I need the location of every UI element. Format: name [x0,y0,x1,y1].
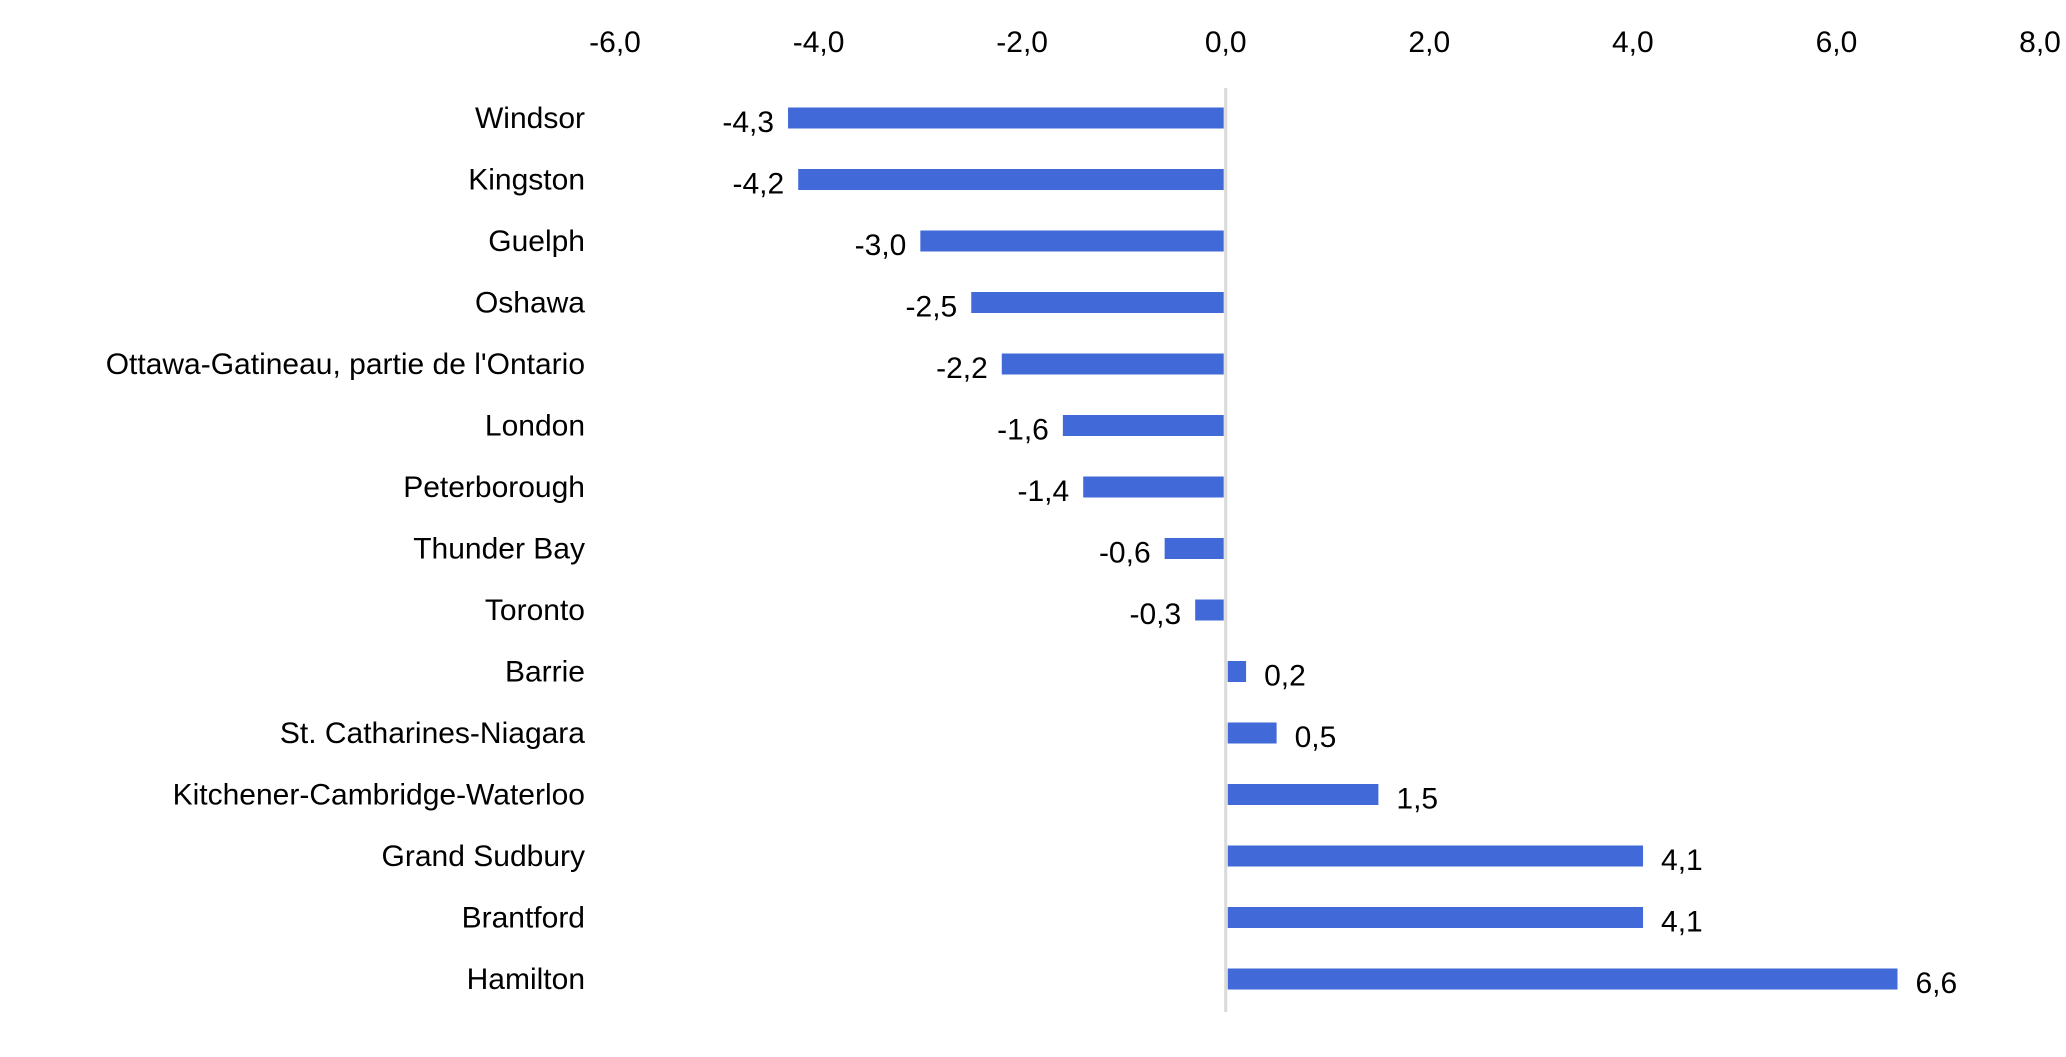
x-tick-label: -4,0 [793,26,845,59]
bar [1227,968,1898,990]
category-label: St. Catharines-Niagara [280,717,585,750]
data-label: -2,5 [906,291,958,324]
category-label: Peterborough [403,471,585,504]
bar [1083,476,1224,498]
data-label: -1,4 [1018,475,1070,508]
data-label: 4,1 [1661,906,1703,939]
x-tick-label: -2,0 [996,26,1048,59]
bar [798,169,1224,190]
bars-layer [788,107,1898,990]
data-label: 4,1 [1661,844,1703,877]
bar [1164,538,1224,559]
bar [920,230,1224,252]
category-label: Barrie [505,656,585,689]
bar [1001,353,1224,375]
bar [1227,661,1247,682]
category-labels: Windsor Kingston Guelph Oshawa Ottawa-Gatine… [106,102,586,996]
x-tick-label: -6,0 [589,26,641,59]
category-label: Guelph [488,225,585,258]
data-label: -2,2 [936,352,988,385]
data-label: 6,6 [1916,967,1958,1000]
category-label: Toronto [485,594,585,627]
data-label: -0,3 [1129,598,1181,631]
category-label: Oshawa [475,287,585,320]
data-label: -1,6 [997,414,1049,447]
bar [1227,784,1379,805]
category-label: Grand Sudbury [382,840,585,873]
data-labels: -4,3 -4,2 -3,0 -2,5 -2,2 -1,6 -1,4 -0,6 -0,3 0,2 0… [722,106,1957,1000]
x-axis-tick-labels: -6,0 -4,0 -2,0 0,0 2,0 4,0 6,0 8,0 [589,26,2061,59]
bar [1195,599,1224,621]
bar [1062,415,1224,436]
x-tick-label: 6,0 [1816,26,1858,59]
x-tick-label: 4,0 [1612,26,1654,59]
x-tick-label: 2,0 [1408,26,1450,59]
data-label: 1,5 [1396,783,1438,816]
bar [788,107,1224,129]
category-label: Ottawa-Gatineau, partie de l'Ontario [106,348,585,381]
x-tick-label: 8,0 [2019,26,2061,59]
category-label: London [485,410,585,443]
data-label: -4,2 [733,168,785,201]
category-label: Hamilton [467,963,585,996]
category-label: Windsor [475,102,585,135]
x-tick-label: 0,0 [1205,26,1247,59]
bar [1227,907,1644,928]
category-label: Thunder Bay [413,533,585,566]
category-label: Kitchener-Cambridge-Waterloo [173,779,585,812]
data-label: -0,6 [1099,537,1151,570]
bar [1227,722,1277,744]
data-label: -4,3 [722,106,774,139]
bar [1227,845,1644,867]
category-label: Kingston [468,164,585,197]
bar [971,292,1224,313]
data-label: 0,2 [1264,660,1306,693]
category-label: Brantford [462,902,585,935]
data-label: 0,5 [1295,721,1337,754]
data-label: -3,0 [855,229,907,262]
